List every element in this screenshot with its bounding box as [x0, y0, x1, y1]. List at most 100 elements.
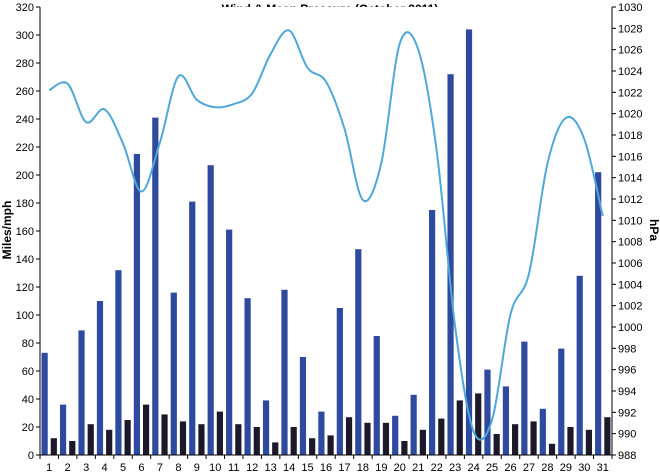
wind-run-bar — [576, 275, 583, 455]
wind-run-bar — [410, 394, 417, 455]
wind-run-bar — [152, 117, 159, 455]
x-tick-label: 17 — [338, 462, 350, 474]
max-gust-bar — [475, 393, 482, 455]
wind-run-bar — [539, 408, 546, 455]
x-tick-label: 9 — [194, 462, 200, 474]
wind-run-bar — [521, 341, 528, 455]
wind-run-bar — [189, 201, 196, 455]
y-tick-label: 260 — [16, 86, 34, 98]
wind-run-bar — [133, 154, 140, 455]
bar-series — [41, 29, 611, 456]
wind-run-bar — [244, 298, 251, 455]
y-tick-label: 0 — [28, 450, 34, 462]
y-tick-label: 180 — [16, 198, 34, 210]
wind-run-bar — [281, 289, 288, 455]
x-tick-label: 3 — [83, 462, 89, 474]
max-gust-bar — [50, 438, 57, 455]
pressure-line — [48, 29, 604, 441]
x-tick-label: 20 — [394, 462, 406, 474]
max-gust-bar — [512, 424, 519, 455]
wind-run-bar — [96, 301, 104, 455]
y2-tick-label: 1014 — [618, 173, 642, 185]
wind-run-bar — [429, 210, 436, 455]
max-gust-bar — [401, 441, 408, 455]
max-gust-bar — [327, 435, 334, 455]
max-gust-bar — [179, 421, 187, 455]
y2-tick-label: 1016 — [618, 151, 642, 163]
x-tick-label: 18 — [357, 462, 369, 474]
max-gust-bar — [567, 427, 574, 455]
wind-run-bar — [170, 292, 177, 455]
max-gust-bar — [161, 414, 168, 455]
wind-run-bar — [336, 308, 343, 455]
y-tick-label: 140 — [16, 254, 34, 266]
wind-run-bar — [78, 330, 85, 455]
y2-tick-label: 1028 — [618, 23, 642, 35]
wind-run-bar — [226, 229, 233, 455]
x-tick-label: 8 — [175, 462, 181, 474]
y2-tick-label: 992 — [618, 407, 636, 419]
max-gust-bar — [235, 424, 242, 455]
wind-run-bar — [355, 249, 362, 455]
max-gust-bar — [364, 422, 371, 455]
max-gust-bar — [438, 418, 445, 455]
y-tick-label: 200 — [16, 170, 34, 182]
y-tick-label: 120 — [16, 282, 34, 294]
y-tick-label: 220 — [16, 142, 34, 154]
max-gust-bar — [530, 421, 537, 455]
x-tick-label: 21 — [412, 462, 424, 474]
max-gust-bar — [456, 400, 463, 455]
wind-run-bar — [59, 404, 67, 455]
max-gust-bar — [253, 427, 260, 455]
y-axis-title: Miles/mph — [0, 201, 14, 260]
max-gust-bar — [198, 424, 205, 455]
x-tick-label: 16 — [320, 462, 332, 474]
x-tick-label: 22 — [431, 462, 443, 474]
wind-run-bar — [373, 336, 380, 455]
max-gust-bar — [106, 429, 113, 455]
x-tick-label: 28 — [541, 462, 553, 474]
max-gust-bar — [585, 429, 593, 455]
max-gust-bar — [290, 427, 297, 455]
wind-run-bar — [115, 270, 122, 455]
y2-tick-label: 1026 — [618, 45, 642, 57]
max-gust-bar — [345, 417, 353, 455]
max-gust-bar — [124, 420, 131, 455]
x-tick-label: 27 — [523, 462, 535, 474]
x-tick-label: 7 — [157, 462, 163, 474]
max-gust-bar — [69, 441, 76, 455]
wind-run-bar — [41, 352, 48, 455]
x-tick-label: 10 — [209, 462, 221, 474]
max-gust-bar — [216, 411, 223, 455]
max-gust-bar — [382, 422, 390, 455]
y2-tick-label: 988 — [618, 450, 636, 462]
y-tick-label: 20 — [22, 422, 34, 434]
x-tick-label: 23 — [449, 462, 461, 474]
y2-tick-label: 1000 — [618, 322, 642, 334]
x-tick-label: 5 — [120, 462, 126, 474]
y2-tick-label: 1024 — [618, 66, 642, 78]
max-gust-bar — [419, 429, 426, 455]
wind-run-bar — [465, 29, 473, 456]
line-series — [48, 29, 604, 441]
wind-run-bar — [392, 415, 399, 455]
y2-tick-label: 1012 — [618, 194, 642, 206]
max-gust-bar — [493, 434, 500, 455]
wind-run-bar — [318, 411, 325, 455]
y2-tick-label: 998 — [618, 343, 636, 355]
x-tick-label: 30 — [578, 462, 590, 474]
x-tick-label: 14 — [283, 462, 295, 474]
y2-tick-label: 1030 — [618, 2, 642, 14]
y-tick-label: 160 — [16, 226, 34, 238]
wind-run-bar — [207, 165, 214, 455]
x-tick-label: 24 — [467, 462, 479, 474]
x-tick-label: 1 — [46, 462, 52, 474]
y2-tick-label: 1002 — [618, 301, 642, 313]
wind-run-bar — [502, 386, 510, 455]
x-tick-label: 12 — [246, 462, 258, 474]
max-gust-bar — [142, 404, 150, 455]
x-tick-label: 26 — [504, 462, 516, 474]
y2-tick-label: 1022 — [618, 87, 642, 99]
wind-run-bar — [558, 348, 565, 455]
x-tick-label: 15 — [301, 462, 313, 474]
